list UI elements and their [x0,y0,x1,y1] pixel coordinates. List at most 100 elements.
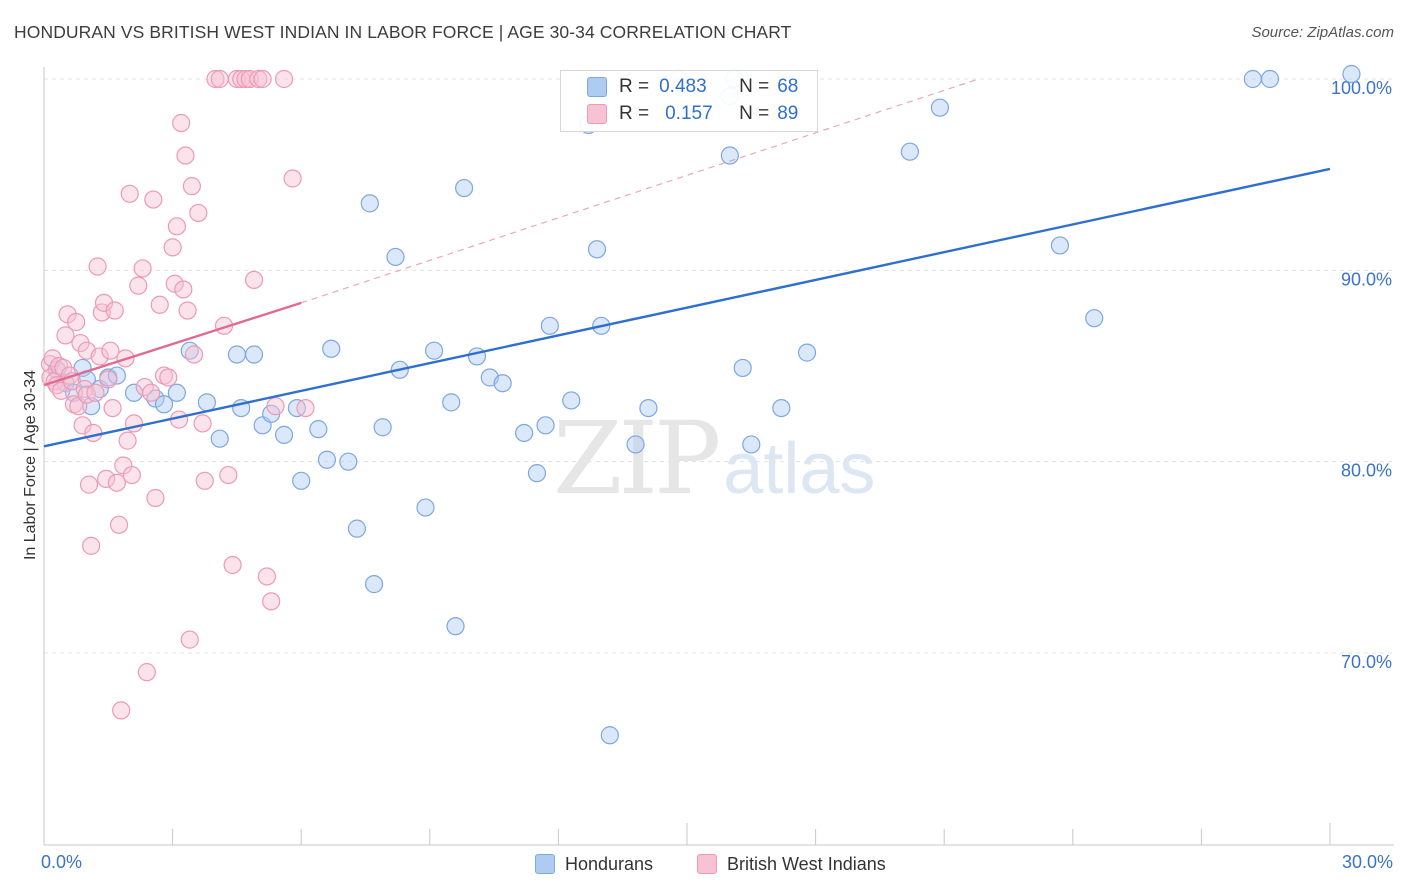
source-label: Source: ZipAtlas.com [1251,24,1394,41]
point-british-west-indians [180,630,199,649]
point-hondurans [1260,69,1280,89]
point-hondurans [1342,64,1361,84]
point-british-west-indians [206,69,225,89]
point-hondurans [639,398,658,418]
watermark: ZIPatlas [553,400,875,517]
point-hondurans [322,339,341,358]
point-british-west-indians [249,69,268,89]
legend-row-hondurans: R = 0.483 N = 68 [587,74,798,100]
point-hondurans [416,498,435,517]
point-british-west-indians [120,184,139,203]
point-british-west-indians [97,469,116,488]
point-british-west-indians [253,69,272,89]
trend-extension-british-west-indians [301,78,979,304]
point-british-west-indians [67,312,86,332]
legend-swatch-hondurans [587,77,607,97]
point-hondurans [493,374,512,393]
point-british-west-indians [56,326,75,345]
legend-n-value-hondurans: 68 [777,76,799,97]
point-british-west-indians [129,276,148,295]
point-hondurans [733,358,752,378]
series-legend: Hondurans British West Indians [0,852,1406,878]
y-tick-label: 100.0% [1331,78,1392,98]
point-hondurans [742,435,761,454]
point-british-west-indians [266,397,285,416]
series-legend-british-west-indians[interactable]: British West Indians [697,852,886,876]
point-british-west-indians [159,368,178,387]
point-hondurans [442,393,461,412]
point-hondurans [292,471,311,490]
point-british-west-indians [99,370,118,389]
point-british-west-indians [257,567,277,586]
watermark-atlas: atlas [723,429,876,509]
point-british-west-indians [174,280,193,299]
point-hondurans [364,575,384,594]
legend-n-label: N = [739,103,770,124]
point-hondurans [626,435,645,454]
point-british-west-indians [88,257,107,276]
point-british-west-indians [274,69,294,89]
point-british-west-indians [122,465,141,485]
point-british-west-indians [107,473,126,492]
point-british-west-indians [84,423,103,443]
point-british-west-indians [189,203,208,223]
point-hondurans [454,178,474,198]
point-hondurans [107,366,126,385]
point-british-west-indians [219,465,238,485]
point-british-west-indians [193,414,212,433]
point-hondurans [527,464,547,483]
point-british-west-indians [103,398,122,418]
legend-r-value-hondurans: 0.483 [659,76,707,97]
point-british-west-indians [101,341,120,360]
point-british-west-indians [163,238,182,257]
point-hondurans [373,418,392,437]
point-hondurans [309,420,328,439]
legend-r-label: R = [619,103,650,124]
point-british-west-indians [178,301,197,320]
point-british-west-indians [86,383,105,402]
point-british-west-indians [167,217,186,236]
point-british-west-indians [150,295,169,314]
point-british-west-indians [296,398,315,418]
point-hondurans [227,345,246,364]
point-british-west-indians [244,270,264,289]
point-hondurans [347,519,367,538]
point-hondurans [167,383,186,402]
point-hondurans [360,194,379,213]
point-hondurans [600,726,619,745]
legend-r-value-british-west-indians: 0.157 [665,103,713,124]
point-british-west-indians [137,663,156,682]
point-hondurans [587,240,607,259]
point-british-west-indians [133,259,152,278]
trend-line-hondurans [43,167,1331,448]
point-hondurans [540,316,559,335]
point-hondurans [274,425,294,444]
point-hondurans [536,416,555,435]
point-british-west-indians [182,177,201,196]
point-hondurans [244,345,264,364]
point-hondurans [210,429,229,448]
point-hondurans [1243,69,1262,89]
point-british-west-indians [118,431,137,450]
y-tick-label: 80.0% [1341,461,1392,481]
point-british-west-indians [142,383,161,402]
point-british-west-indians [223,555,242,575]
point-hondurans [900,142,920,161]
point-british-west-indians [146,488,165,508]
x-tick-label-min: 0.0% [41,852,83,872]
y-axis-label: In Labor Force | Age 30-34 [22,369,39,561]
point-hondurans [317,450,337,469]
series-legend-hondurans[interactable]: Hondurans [535,852,653,876]
point-hondurans [339,452,358,471]
legend-n-label: N = [739,76,770,97]
point-british-west-indians [112,701,131,720]
y-tick-label: 70.0% [1341,652,1392,672]
chart-title: HONDURAN VS BRITISH WEST INDIAN IN LABOR… [14,22,792,42]
point-british-west-indians [210,69,229,89]
point-hondurans [1085,309,1104,328]
point-british-west-indians [262,592,281,611]
point-british-west-indians [90,347,109,366]
point-hondurans [197,393,216,412]
point-hondurans [446,617,465,636]
